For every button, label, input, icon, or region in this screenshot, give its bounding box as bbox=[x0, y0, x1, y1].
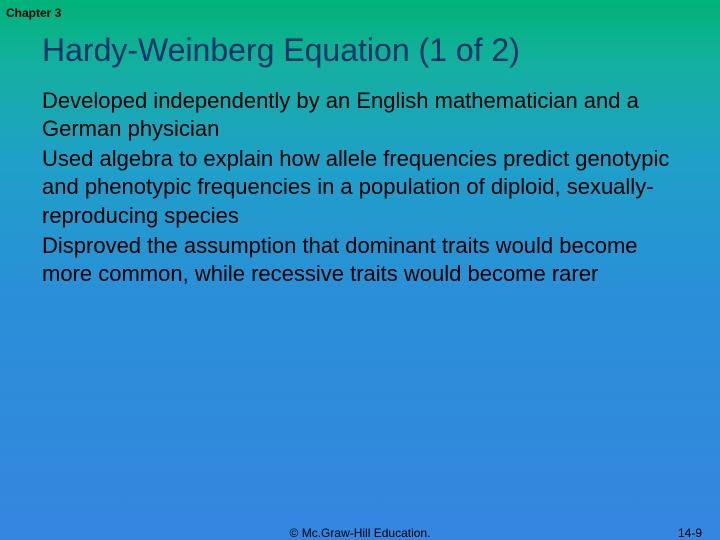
slide: Chapter 3 Hardy-Weinberg Equation (1 of … bbox=[0, 0, 720, 540]
slide-body: Developed independently by an English ma… bbox=[0, 87, 720, 288]
chapter-label: Chapter 3 bbox=[0, 6, 720, 20]
body-paragraph: Developed independently by an English ma… bbox=[42, 87, 690, 143]
slide-title: Hardy-Weinberg Equation (1 of 2) bbox=[0, 20, 720, 87]
body-paragraph: Disproved the assumption that dominant t… bbox=[42, 232, 690, 288]
body-paragraph: Used algebra to explain how allele frequ… bbox=[42, 145, 690, 229]
page-number: 14-9 bbox=[678, 526, 702, 540]
copyright-text: © Mc.Graw-Hill Education. bbox=[290, 526, 431, 540]
